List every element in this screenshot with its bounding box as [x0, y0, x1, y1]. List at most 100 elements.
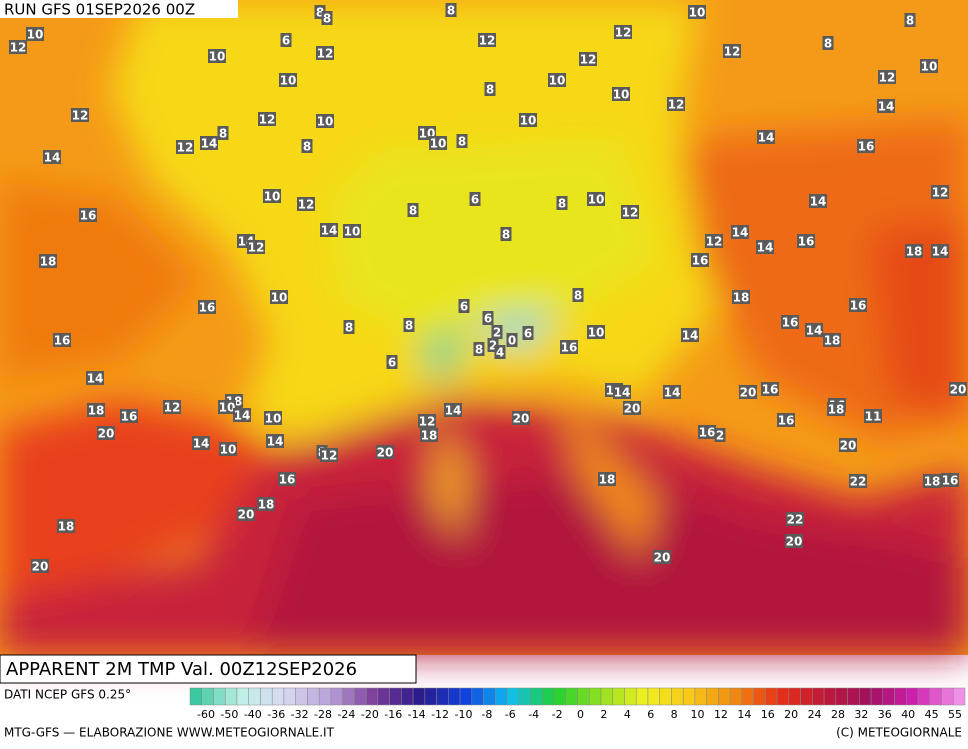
label-text: 14: [932, 245, 949, 259]
label-text: 14: [201, 137, 218, 151]
label-box: [301, 139, 313, 153]
label-box: [31, 559, 49, 573]
map-label: 22: [786, 512, 804, 527]
scale-tick-label: -16: [384, 708, 402, 721]
scale-tick-label: -28: [314, 708, 332, 721]
label-box: [270, 290, 288, 304]
scale-tick-label: 16: [761, 708, 775, 721]
scale-tick-label: 0: [577, 708, 584, 721]
scale-swatch: [201, 687, 214, 706]
label-box: [839, 438, 857, 452]
label-box: [500, 227, 512, 241]
label-text: 8: [447, 4, 455, 18]
label-text: 8: [502, 228, 510, 242]
label-text: 18: [824, 334, 841, 348]
label-text: 16: [121, 410, 138, 424]
map-label: 8: [301, 139, 313, 154]
scale-tick-label: 28: [831, 708, 845, 721]
label-box: [556, 196, 568, 210]
scale-tick-label: -20: [361, 708, 379, 721]
label-box: [263, 189, 281, 203]
map-label: 12: [163, 400, 181, 415]
label-text: 12: [164, 401, 181, 415]
scale-swatch: [577, 687, 590, 706]
label-text: 12: [706, 235, 723, 249]
scale-tick-label: 14: [737, 708, 751, 721]
header-box: [0, 0, 238, 18]
map-label: 16: [857, 139, 875, 154]
map-label: 4: [494, 345, 506, 360]
map-label: 8: [403, 318, 415, 333]
map-label: 2: [491, 325, 503, 340]
label-text: 18: [258, 498, 275, 512]
label-text: 10: [588, 326, 605, 340]
label-box: [598, 472, 616, 486]
map-label: 8: [904, 13, 916, 28]
map-label: 8: [556, 196, 568, 211]
label-box: [257, 497, 275, 511]
scale-swatch: [248, 687, 261, 706]
label-box: [777, 413, 795, 427]
scale-swatch: [542, 687, 555, 706]
label-box: [407, 203, 419, 217]
label-text: 20: [786, 535, 803, 549]
map-label: 14: [663, 385, 681, 400]
label-box: [548, 73, 566, 87]
label-text: 12: [615, 26, 632, 40]
map-label: 12: [176, 140, 194, 155]
map-label: 10: [343, 224, 361, 239]
scale-swatch: [471, 687, 484, 706]
scale-tick-label: -40: [244, 708, 262, 721]
label-text: 10: [219, 401, 236, 415]
map-label: 6: [280, 33, 292, 48]
color-scale: -60 -50 -40 -36 -32 -28 -24 -20 -16 -14 -12 -10 -8 -6…: [189, 687, 966, 721]
title-box: [0, 654, 417, 684]
map-label: 18: [420, 428, 438, 443]
scale-swatch: [377, 687, 390, 706]
map-label: 20: [623, 401, 641, 416]
map-label: 16: [761, 382, 779, 397]
scale-swatch: [776, 687, 790, 706]
label-box: [785, 534, 803, 548]
map-label: 16: [120, 409, 138, 424]
label-text: 14: [44, 151, 61, 165]
scale-swatch: [835, 687, 848, 706]
scale-swatch: [671, 687, 684, 706]
label-text: 16: [858, 140, 875, 154]
label-text: 10: [27, 28, 44, 42]
scale-tick-label: -10: [454, 708, 472, 721]
scale-swatch: [401, 687, 414, 706]
scale-swatch: [236, 687, 249, 706]
label-text: 10: [220, 443, 237, 457]
label-box: [522, 326, 534, 340]
scale-swatch: [436, 687, 449, 706]
label-text: 18: [924, 475, 941, 489]
label-box: [941, 473, 959, 487]
scale-swatch: [553, 687, 567, 706]
map-label: 20: [376, 445, 394, 460]
label-box: [905, 244, 923, 258]
label-text: 8: [906, 14, 914, 28]
map-label: 16: [797, 234, 815, 249]
label-box: [487, 338, 499, 352]
map-label: 8: [484, 82, 496, 97]
label-text: 10: [264, 190, 281, 204]
scale-tick-label: 40: [901, 708, 915, 721]
label-text: 12: [668, 98, 685, 112]
map-label: 12: [418, 414, 436, 429]
map-label: 6: [386, 355, 398, 370]
label-text: 18: [599, 473, 616, 487]
map-label: 12: [9, 40, 27, 55]
label-text: 12: [580, 53, 597, 67]
label-text: 14: [758, 131, 775, 145]
map-label: 6: [482, 311, 494, 326]
label-text: 8: [323, 12, 331, 26]
label-box: [484, 82, 496, 96]
map-label: 12: [614, 25, 632, 40]
label-text: 14: [614, 386, 631, 400]
label-box: [864, 409, 882, 423]
label-box: [43, 150, 61, 164]
label-box: [26, 27, 44, 41]
label-box: [316, 46, 334, 60]
label-text: 20: [624, 402, 641, 416]
